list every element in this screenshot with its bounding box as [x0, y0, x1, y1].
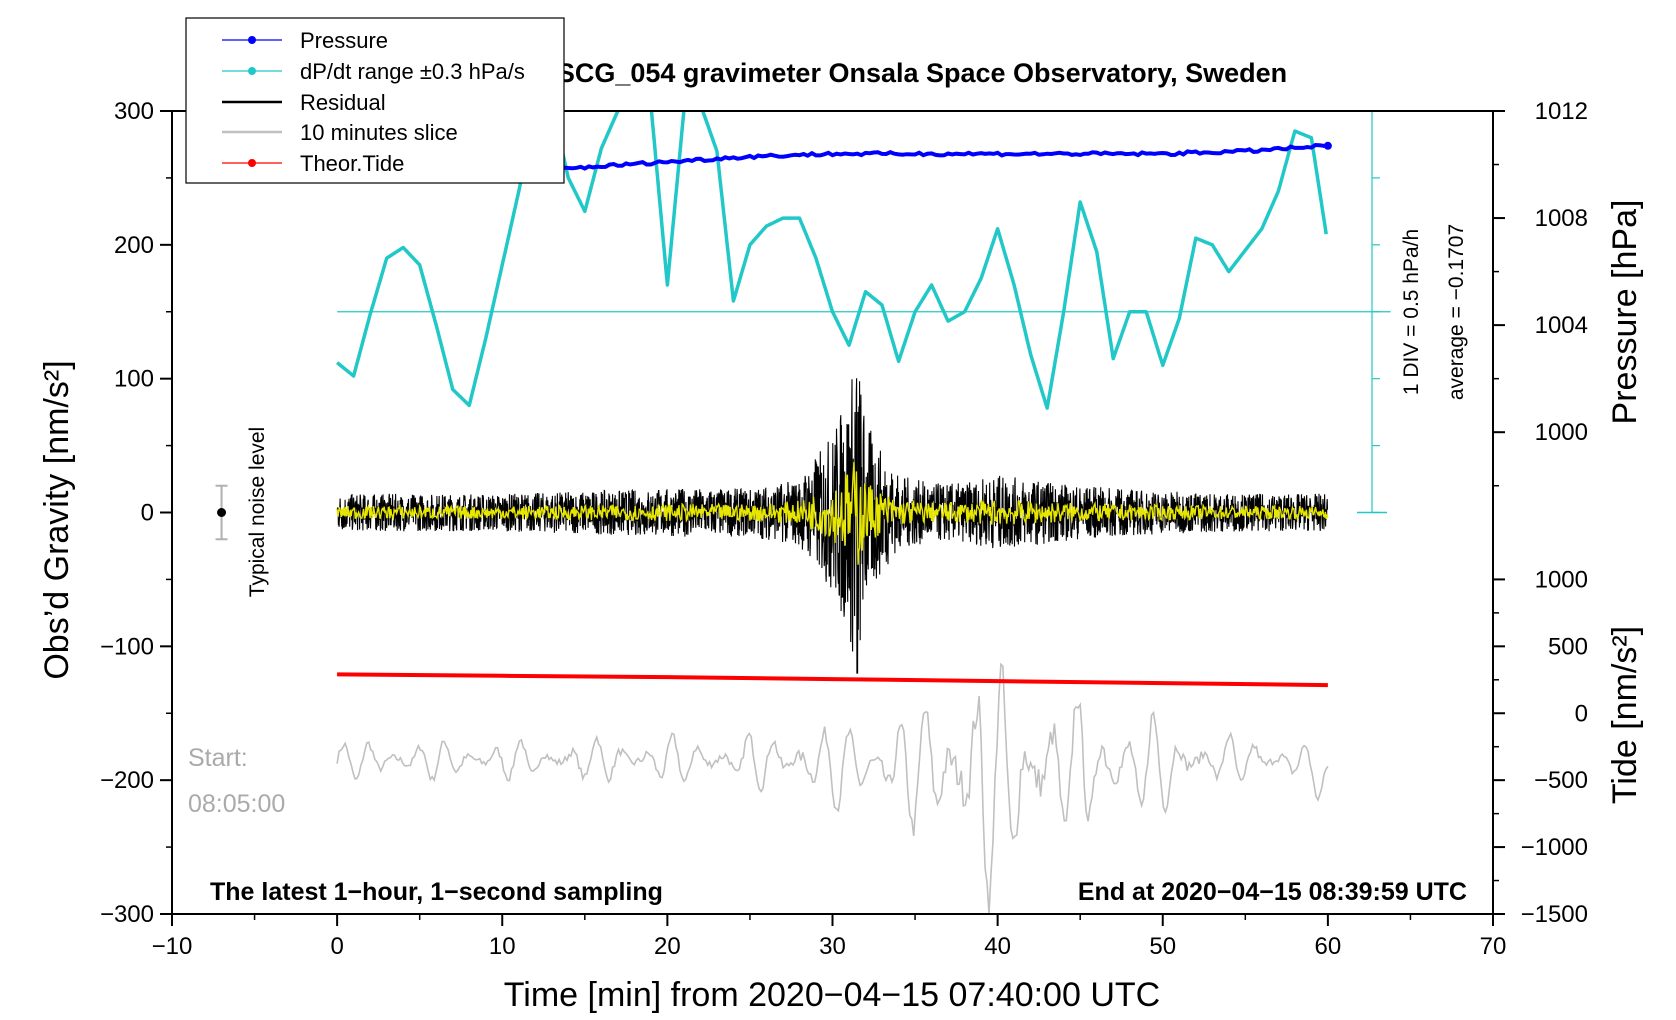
y-tick-label: 100: [114, 366, 154, 393]
pressure-tick-label: 1012: [1535, 98, 1588, 125]
legend-slice-label: 10 minutes slice: [300, 120, 458, 145]
x-tick-label: 60: [1315, 933, 1342, 960]
y-tick-label: 200: [114, 232, 154, 259]
tide-tick-label: 1000: [1535, 566, 1588, 593]
x-tick-label: 10: [489, 933, 516, 960]
legend-tide: Theor.Tide: [222, 151, 404, 176]
pressure-tick-label: 1004: [1535, 312, 1588, 339]
legend-residual-label: Residual: [300, 90, 386, 115]
tide-tick-label: 0: [1575, 700, 1588, 727]
y-axis-label-left: Obs’d Gravity [nm/s²]: [38, 360, 76, 679]
slice-line: [336, 662, 1329, 914]
y-tick-label: 0: [141, 500, 154, 527]
legend-tide-marker: [248, 159, 256, 167]
x-tick-label: 30: [819, 933, 846, 960]
chart-title: SCG_054 gravimeter Onsala Space Observat…: [557, 58, 1287, 88]
y-tick-label: −300: [100, 901, 154, 928]
tide-tick-label: −500: [1534, 767, 1588, 794]
x-tick-label: −10: [152, 933, 193, 960]
start-label: Start:: [188, 744, 248, 772]
sampling-label: The latest 1−hour, 1−second sampling: [210, 878, 663, 906]
y-axis-label-tide: Tide [nm/s²]: [1606, 626, 1644, 804]
legend-pressure-marker: [248, 36, 256, 44]
x-tick-label: 20: [654, 933, 681, 960]
x-tick-label: 40: [984, 933, 1011, 960]
div-label: 1 DIV = 0.5 hPa/h: [1400, 229, 1423, 395]
tide-line: [337, 672, 1328, 688]
legend-box: [185, 17, 565, 184]
y-tick-label: −100: [100, 633, 154, 660]
dpdt-line: [336, 111, 1328, 410]
pressure-tick-label: 1008: [1535, 205, 1588, 232]
legend-pressure-label: Pressure: [300, 28, 388, 53]
legend-tide-label: Theor.Tide: [300, 151, 404, 176]
legend-dpdt: dP/dt range ±0.3 hPa/s: [222, 59, 525, 84]
tide-tick-label: 500: [1548, 633, 1588, 660]
y-tick-label: −200: [100, 767, 154, 794]
legend-dpdt-label: dP/dt range ±0.3 hPa/s: [300, 59, 525, 84]
end-time-label: End at 2020−04−15 08:39:59 UTC: [1078, 878, 1467, 906]
noise-point: [217, 508, 227, 517]
tide-tick-label: −1500: [1521, 901, 1588, 928]
legend: Pressure dP/dt range ±0.3 hPa/s Residual…: [185, 17, 565, 184]
legend-dpdt-marker: [248, 67, 256, 75]
legend-pressure: Pressure: [222, 28, 388, 53]
average-label: average = −0.1707: [1445, 224, 1468, 400]
x-axis-label: Time [min] from 2020−04−15 07:40:00 UTC: [504, 976, 1160, 1014]
residual-smooth-line: [336, 461, 1329, 565]
x-tick-label: 50: [1149, 933, 1176, 960]
legend-residual: Residual: [222, 90, 386, 115]
axis-layer: −10 0 10 20 30 40 50 60 703002001000−100−200−300…: [100, 98, 1588, 960]
pressure-end-point: [1323, 141, 1332, 150]
y-axis-label-pressure: Pressure [hPa]: [1606, 200, 1644, 425]
start-time-label: 08:05:00: [188, 790, 285, 818]
legend-slice: 10 minutes slice: [222, 120, 458, 145]
x-tick-label: 0: [330, 933, 343, 960]
y-tick-label: 300: [114, 98, 154, 125]
tide-tick-label: −1000: [1521, 834, 1588, 861]
x-tick-label: 70: [1480, 933, 1507, 960]
noise-level-label: Typical noise level: [246, 427, 269, 597]
pressure-tick-label: 1000: [1535, 419, 1588, 446]
